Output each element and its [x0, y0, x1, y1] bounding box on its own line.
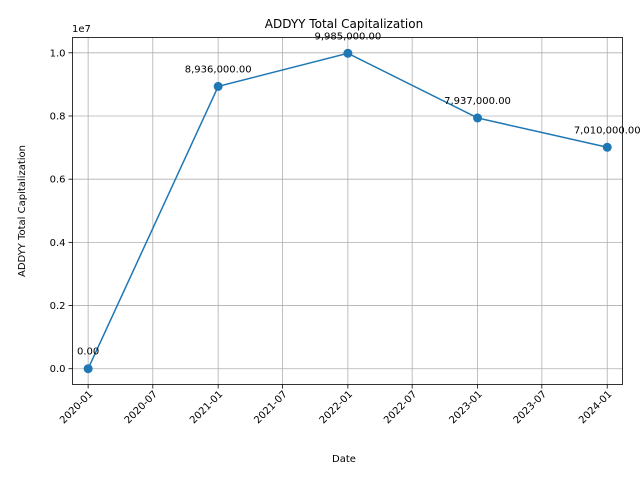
y-tick-label: 0.2 [50, 301, 66, 312]
x-tick-label: 2021-07 [252, 389, 289, 426]
data-point [602, 142, 612, 152]
y-tick-label: 0.4 [50, 238, 66, 249]
data-labels: 0.00 8,936,000.00 9,985,000.00 7,937,000.00… [77, 31, 640, 357]
x-tick-label: 2023-01 [447, 389, 484, 426]
data-point [213, 81, 223, 91]
y-axis-ticks: 0.0 0.2 0.4 0.6 0.8 1.0 [50, 48, 73, 375]
data-point [343, 48, 353, 58]
data-points [83, 48, 612, 374]
y-tick-label: 1.0 [50, 48, 66, 59]
data-point [473, 113, 483, 123]
x-axis-label: Date [332, 454, 356, 465]
y-tick-label: 0.8 [50, 111, 66, 122]
y-axis-label: ADDYY Total Capitalization [17, 145, 28, 277]
data-label: 0.00 [77, 347, 99, 358]
x-axis-ticks: 2020-01 2020-07 2021-01 2021-07 2022-01 2022-… [58, 384, 614, 426]
x-tick-label: 2024-01 [577, 389, 614, 426]
data-point [83, 364, 93, 374]
x-tick-label: 2022-07 [382, 389, 419, 426]
y-axis-offset-label: 1e7 [72, 24, 91, 35]
data-label: 7,937,000.00 [444, 96, 511, 107]
data-label: 9,985,000.00 [314, 31, 381, 42]
data-label: 7,010,000.00 [574, 125, 640, 136]
data-label: 8,936,000.00 [185, 64, 252, 75]
chart-title: ADDYY Total Capitalization [265, 17, 423, 31]
grid-lines [72, 37, 623, 385]
x-tick-label: 2020-01 [58, 389, 95, 426]
y-tick-label: 0.6 [50, 175, 66, 186]
x-tick-label: 2023-07 [512, 389, 549, 426]
x-tick-label: 2020-07 [123, 389, 160, 426]
y-tick-label: 0.0 [50, 364, 66, 375]
x-tick-label: 2022-01 [318, 389, 355, 426]
x-tick-label: 2021-01 [188, 389, 225, 426]
